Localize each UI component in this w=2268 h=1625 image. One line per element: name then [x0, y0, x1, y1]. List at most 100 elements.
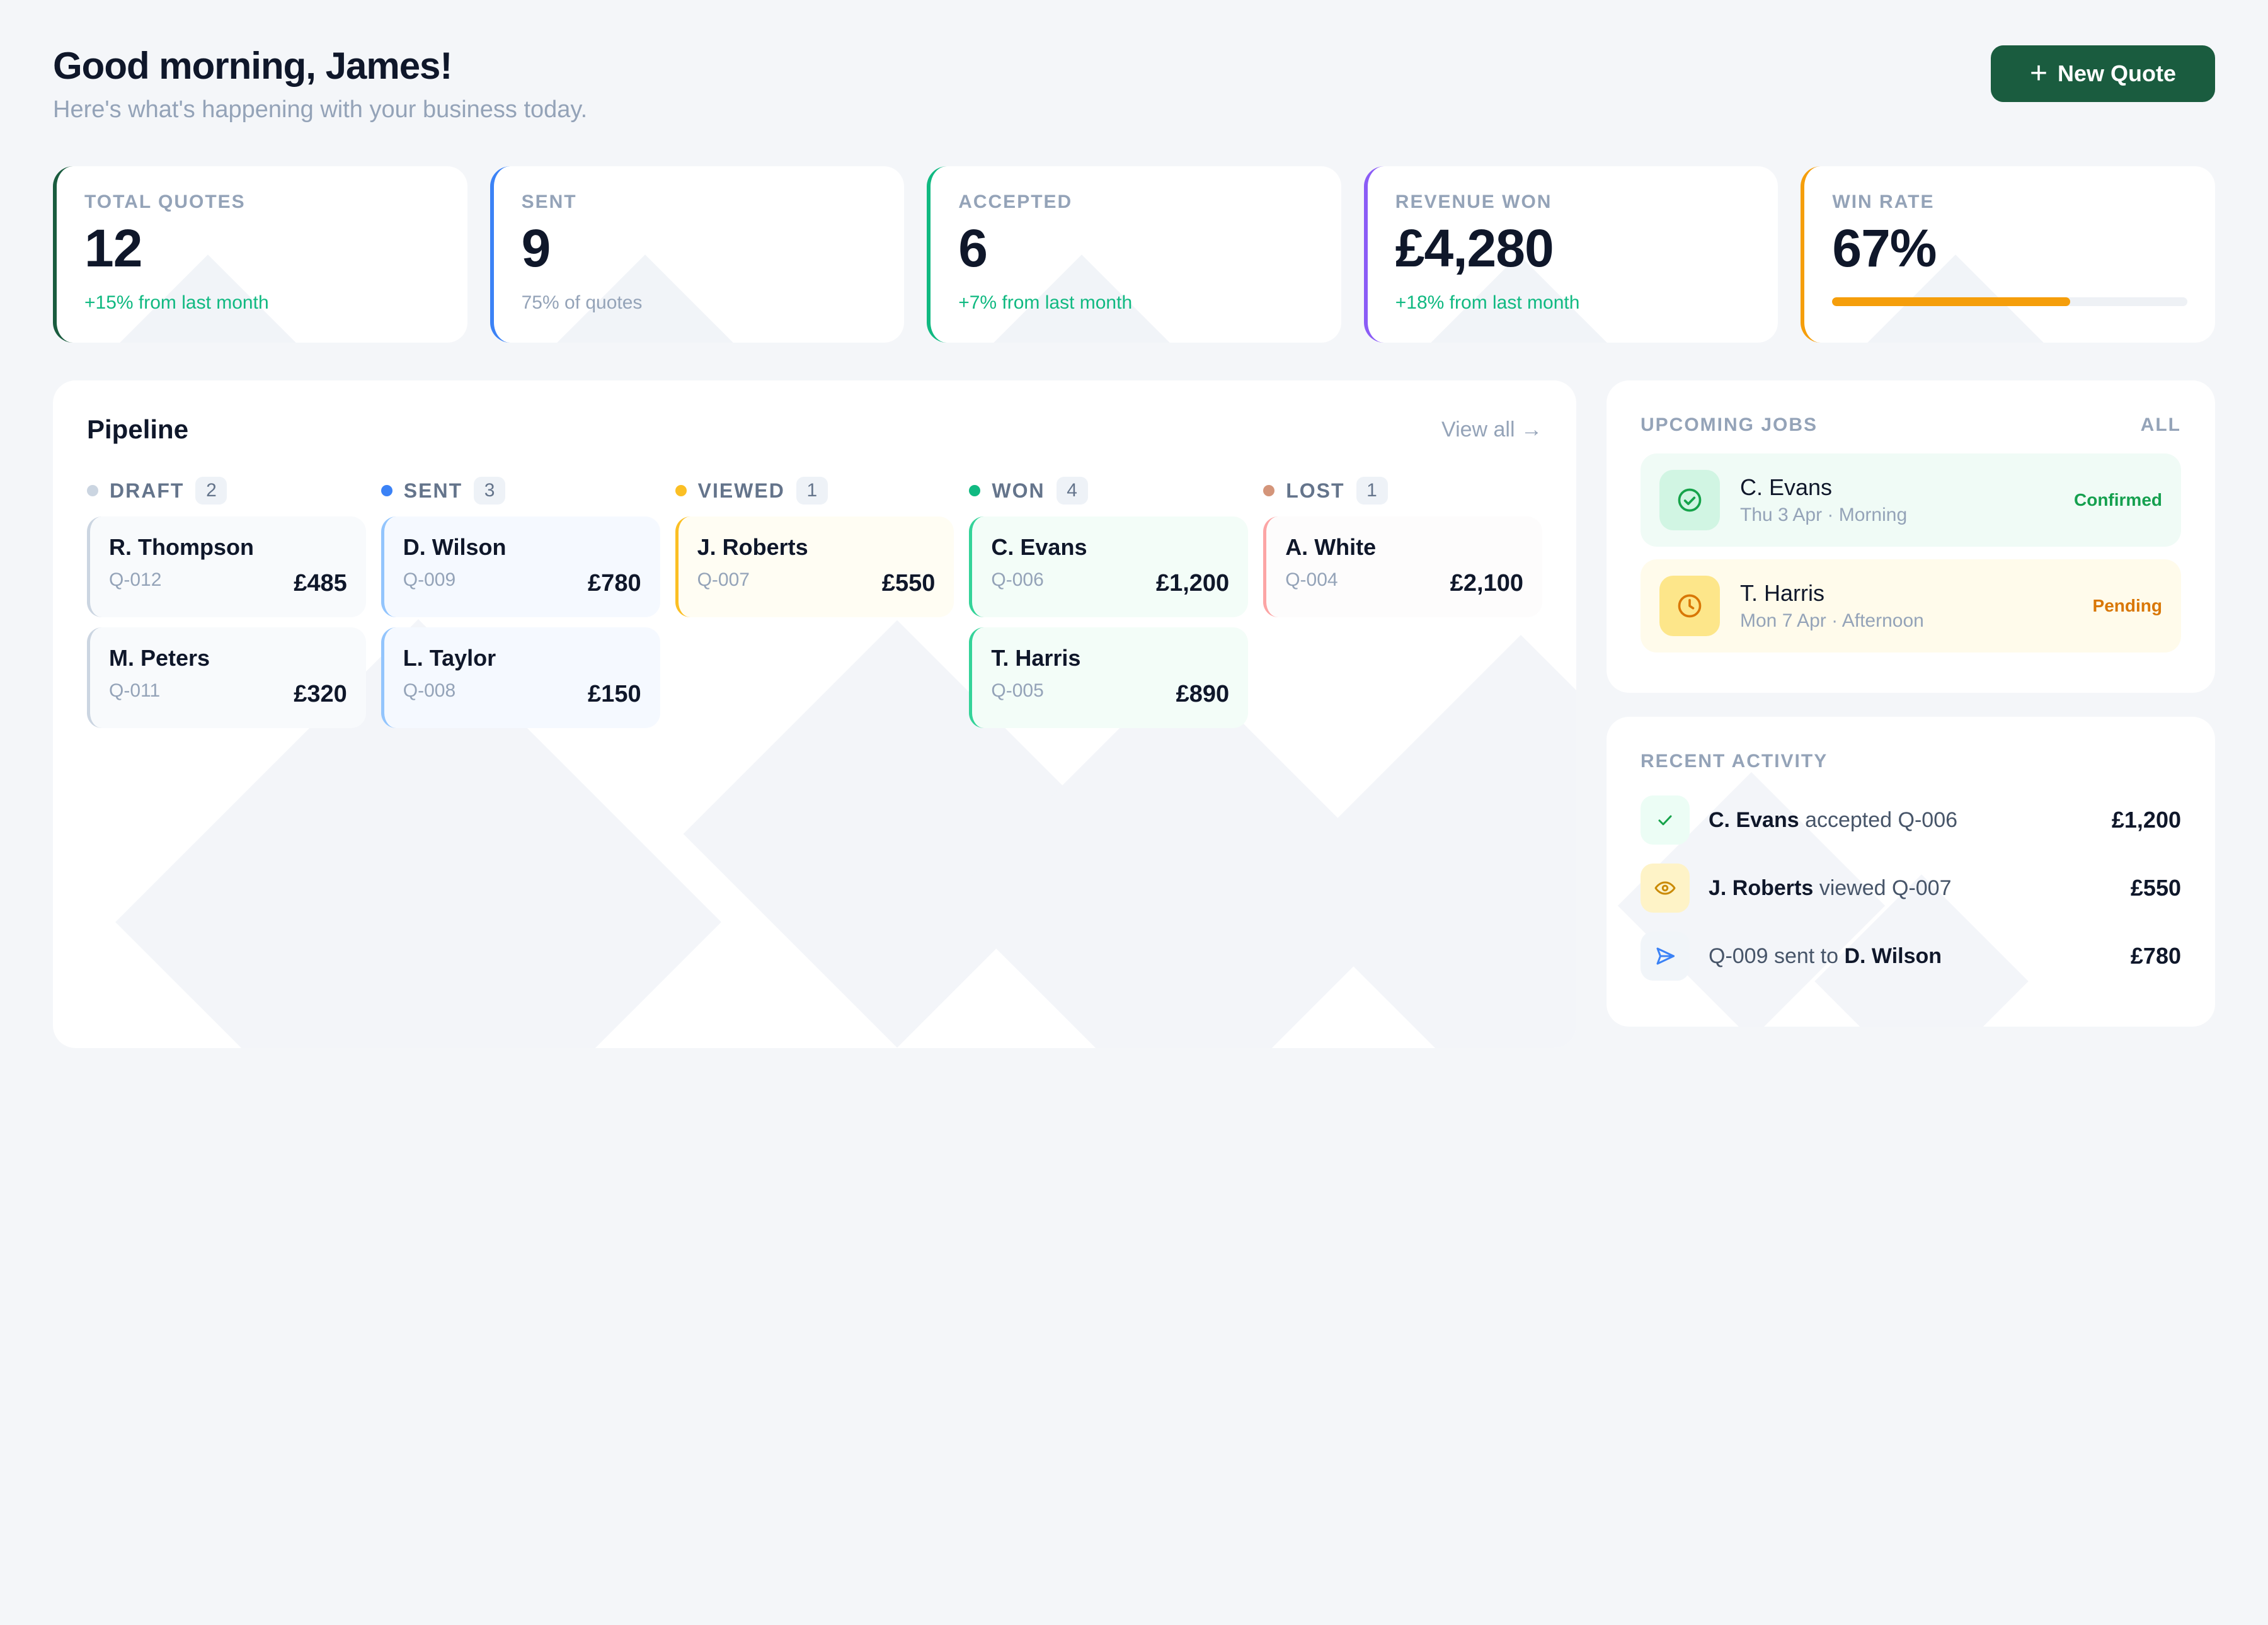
status-dot — [87, 485, 98, 496]
quote-card[interactable]: T. Harris Q-005 £890 — [969, 627, 1249, 728]
plus-icon: + — [2029, 57, 2048, 90]
pipeline-panel: Pipeline View all → DRAFT 2 R. Thompson Q-0… — [53, 380, 1576, 1048]
quote-customer-name: C. Evans — [991, 534, 1087, 560]
pipeline-header: Pipeline View all → — [87, 411, 1542, 448]
quote-amount: £320 — [294, 681, 347, 707]
pipeline-column-count-badge: 1 — [796, 477, 828, 505]
pipeline-column-header: LOST 1 — [1263, 475, 1542, 506]
stat-card-total-quotes: TOTAL QUOTES 12 +15% from last month — [53, 166, 467, 343]
activity-item[interactable]: J. Roberts viewed Q-007 £550 — [1641, 863, 2181, 913]
win-rate-progress — [1832, 297, 2187, 306]
stat-value: 9 — [521, 219, 551, 278]
upcoming-job-item[interactable]: C. Evans Thu 3 Apr · Morning Confirmed — [1641, 453, 2181, 547]
quote-amount: £1,200 — [1155, 570, 1230, 596]
new-quote-button[interactable]: + New Quote — [1991, 45, 2215, 102]
check-circle-icon — [1659, 470, 1720, 530]
quote-customer-name: A. White — [1285, 534, 1377, 560]
activity-text-part: accepted Q-006 — [1799, 807, 1958, 832]
status-dot — [381, 485, 392, 496]
quote-id: Q-008 — [403, 680, 456, 701]
quote-customer-name: D. Wilson — [403, 534, 507, 560]
win-rate-progress-fill — [1832, 297, 2070, 306]
pipeline-column-count-badge: 4 — [1056, 477, 1088, 505]
activity-text-emphasis: J. Roberts — [1709, 875, 1814, 900]
quote-card[interactable]: L. Taylor Q-008 £150 — [381, 627, 660, 728]
pipeline-column-count-badge: 3 — [474, 477, 506, 505]
quote-card[interactable]: D. Wilson Q-009 £780 — [381, 516, 660, 617]
job-schedule: Mon 7 Apr · Afternoon — [1740, 610, 1924, 631]
stat-label: SENT — [521, 191, 577, 212]
activity-text: C. Evans accepted Q-006 — [1709, 808, 2112, 833]
quote-card[interactable]: A. White Q-004 £2,100 — [1263, 516, 1542, 617]
quote-id: Q-004 — [1285, 569, 1338, 590]
pipeline-column-lost: LOST 1 A. White Q-004 £2,100 — [1263, 475, 1542, 728]
job-details: T. Harris Mon 7 Apr · Afternoon — [1740, 580, 1924, 632]
check-icon — [1641, 795, 1690, 845]
pipeline-column-count-badge: 1 — [1356, 477, 1388, 505]
pipeline-column-sent: SENT 3 D. Wilson Q-009 £780 L. Taylor Q-008 £15… — [381, 475, 660, 728]
activity-item[interactable]: C. Evans accepted Q-006 £1,200 — [1641, 795, 2181, 845]
pipeline-column-draft: DRAFT 2 R. Thompson Q-012 £485 M. Peters Q-011… — [87, 475, 366, 728]
quote-id: Q-005 — [991, 680, 1044, 701]
activity-item[interactable]: Q-009 sent to D. Wilson £780 — [1641, 931, 2181, 981]
pipeline-title: Pipeline — [87, 414, 189, 444]
quote-amount: £485 — [294, 570, 347, 596]
stat-value: £4,280 — [1395, 219, 1554, 278]
stats-row: TOTAL QUOTES 12 +15% from last month SEN… — [53, 166, 2215, 343]
upcoming-jobs-all-link[interactable]: ALL — [2140, 414, 2181, 435]
quote-amount: £2,100 — [1450, 570, 1523, 596]
stat-label: TOTAL QUOTES — [84, 191, 246, 212]
quote-card[interactable]: R. Thompson Q-012 £485 — [87, 516, 366, 617]
quote-id: Q-006 — [991, 569, 1044, 590]
quote-amount: £150 — [588, 681, 641, 707]
pipeline-column-header: VIEWED 1 — [675, 475, 954, 506]
eye-icon — [1641, 864, 1690, 913]
upcoming-job-item[interactable]: T. Harris Mon 7 Apr · Afternoon Pending — [1641, 559, 2181, 653]
pipeline-column-count-badge: 2 — [195, 477, 227, 505]
quote-customer-name: L. Taylor — [403, 645, 496, 671]
greeting-title: Good morning, James! — [53, 45, 452, 87]
job-status-badge: Pending — [2092, 596, 2162, 615]
upcoming-jobs-header: UPCOMING JOBS ALL — [1641, 409, 2181, 441]
new-quote-label: New Quote — [2058, 60, 2177, 86]
activity-text-emphasis: C. Evans — [1709, 807, 1799, 832]
recent-activity-panel: RECENT ACTIVITY C. Evans accepted Q-006 £… — [1606, 717, 2215, 1027]
stat-label: WIN RATE — [1832, 191, 1935, 212]
quote-card[interactable]: J. Roberts Q-007 £550 — [675, 516, 954, 617]
pipeline-column-name: VIEWED — [697, 479, 785, 502]
pipeline-column-header: WON 4 — [969, 475, 1248, 506]
quote-card[interactable]: M. Peters Q-011 £320 — [87, 627, 366, 728]
stat-note: +7% from last month — [958, 292, 1133, 313]
activity-text-emphasis: D. Wilson — [1844, 944, 1942, 968]
stat-card-accepted: ACCEPTED 6 +7% from last month — [927, 166, 1341, 343]
status-dot — [675, 485, 687, 496]
pipeline-column-name: SENT — [403, 479, 463, 502]
stat-card-sent: SENT 9 75% of quotes — [490, 166, 905, 343]
stat-label: REVENUE WON — [1395, 191, 1552, 212]
pipeline-column-viewed: VIEWED 1 J. Roberts Q-007 £550 — [675, 475, 954, 728]
stat-note: +15% from last month — [84, 292, 269, 313]
quote-card[interactable]: C. Evans Q-006 £1,200 — [969, 516, 1249, 617]
activity-text-part: viewed Q-007 — [1813, 875, 1952, 900]
activity-amount: £780 — [2130, 943, 2181, 969]
quote-customer-name: R. Thompson — [109, 534, 254, 560]
pipeline-column-name: DRAFT — [110, 479, 185, 502]
activity-text-part: Q-009 sent to — [1709, 944, 1845, 968]
job-details: C. Evans Thu 3 Apr · Morning — [1740, 474, 1907, 526]
clock-icon — [1659, 576, 1720, 636]
recent-activity-header: RECENT ACTIVITY — [1641, 746, 2181, 777]
view-all-link[interactable]: View all → — [1441, 417, 1542, 442]
recent-activity-title: RECENT ACTIVITY — [1641, 751, 1828, 772]
quote-id: Q-011 — [109, 680, 161, 701]
stat-note: 75% of quotes — [521, 292, 643, 313]
quote-id: Q-009 — [403, 569, 456, 590]
pipeline-column-won: WON 4 C. Evans Q-006 £1,200 T. Harris Q-005 £89… — [969, 475, 1249, 728]
greeting-subtitle: Here's what's happening with your busine… — [53, 96, 588, 123]
activity-text: J. Roberts viewed Q-007 — [1709, 876, 2131, 901]
quote-id: Q-007 — [697, 569, 750, 590]
stat-card-win-rate: WIN RATE 67% — [1801, 166, 2215, 343]
upcoming-jobs-panel: UPCOMING JOBS ALL C. Evans Thu 3 Apr · Mo… — [1606, 380, 2215, 693]
pipeline-column-header: DRAFT 2 — [87, 475, 366, 506]
pipeline-columns: DRAFT 2 R. Thompson Q-012 £485 M. Peters Q-011… — [87, 475, 1542, 728]
status-dot — [1263, 485, 1275, 496]
